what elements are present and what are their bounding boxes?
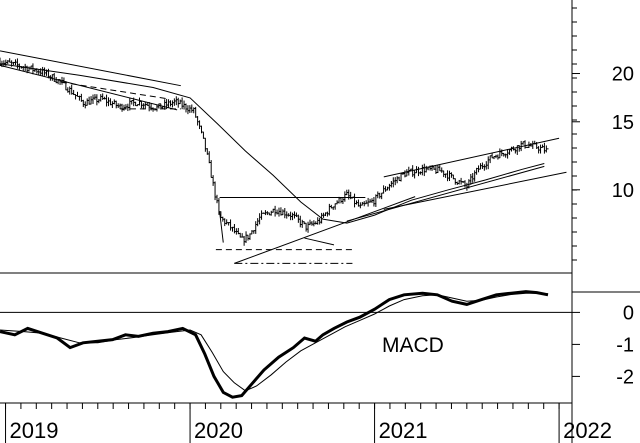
trendline-solid bbox=[0, 64, 178, 111]
price-bar bbox=[545, 145, 549, 153]
price-y-tick-label: 20 bbox=[612, 64, 634, 86]
price-trendlines bbox=[0, 50, 567, 264]
x-tick-label: 2020 bbox=[194, 418, 243, 443]
price-y-axis-ticks: 20 15 10 bbox=[572, 7, 634, 261]
x-tick-label: 2022 bbox=[563, 418, 612, 443]
macd-panel-label: MACD bbox=[382, 334, 444, 357]
macd-y-tick-label: 0 bbox=[623, 302, 634, 324]
macd-line bbox=[0, 290, 549, 399]
trendline-solid bbox=[346, 165, 545, 222]
macd-y-axis-ticks: 0 -1 -2 bbox=[572, 302, 634, 388]
price-y-tick-label: 10 bbox=[612, 180, 634, 202]
trendline-solid bbox=[304, 237, 335, 246]
macd-y-tick-label: -1 bbox=[616, 334, 634, 356]
trendline-dashed bbox=[60, 81, 168, 100]
trendline-solid bbox=[219, 211, 224, 243]
price-panel bbox=[0, 50, 567, 264]
macd-panel: MACD bbox=[0, 290, 572, 399]
macd-y-tick-label: -2 bbox=[616, 366, 634, 388]
x-axis-ticks: 2019 2020 2021 2022 bbox=[5, 403, 612, 443]
price-bars bbox=[0, 57, 549, 246]
trendline-solid bbox=[0, 50, 181, 87]
price-y-tick-label: 15 bbox=[612, 112, 634, 134]
trendline-solid bbox=[234, 196, 416, 264]
x-tick-label: 2019 bbox=[10, 418, 59, 443]
x-tick-label: 2021 bbox=[379, 418, 428, 443]
trendline-solid bbox=[383, 171, 567, 210]
